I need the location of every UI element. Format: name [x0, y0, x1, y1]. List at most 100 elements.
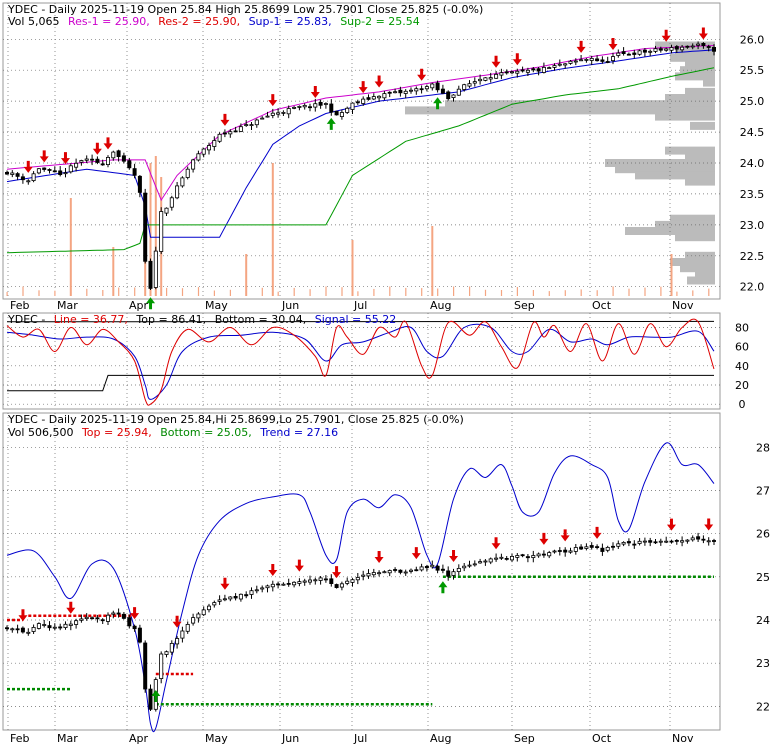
price-candle-body — [186, 169, 189, 177]
volume-bar — [112, 247, 114, 296]
volume-bar — [660, 287, 661, 296]
price-candle-body — [659, 49, 662, 51]
price-candle-body — [441, 89, 444, 93]
price-candle-body — [670, 48, 673, 51]
trend-candle-body — [5, 628, 8, 629]
trend-candle-body — [181, 631, 184, 638]
volume-bar — [644, 288, 645, 296]
trend-up-arrow — [438, 581, 447, 593]
trend-candle-body — [500, 557, 503, 558]
trend-candle-body — [633, 544, 636, 545]
trend-down-arrow — [173, 616, 182, 628]
trend-x-tick: Jul — [353, 732, 367, 745]
stochastic-panel-frame — [3, 313, 720, 409]
price-candle-body — [324, 104, 327, 105]
trend-candle-body — [712, 541, 715, 542]
volume-bar — [70, 198, 72, 296]
price-candle-body — [5, 172, 8, 174]
price-candle-body — [27, 181, 30, 182]
stoch-y-tick: 60 — [735, 341, 749, 354]
price-candle-body — [638, 51, 641, 55]
volume-bar — [437, 289, 438, 297]
price-x-tick: Aug — [430, 299, 451, 312]
trend-candle-body — [425, 566, 428, 567]
price-candle-body — [245, 125, 248, 126]
price-y-tick: 22.0 — [740, 281, 765, 294]
trend-candle-body — [627, 542, 630, 543]
price-candle-body — [202, 149, 205, 154]
trend-candle-body — [489, 559, 492, 562]
price-candle-body — [340, 113, 343, 117]
trend-x-tick: Mar — [57, 732, 78, 745]
trend-candle-body — [367, 574, 370, 576]
price-y-tick: 25.5 — [740, 64, 765, 77]
price-candle-body — [277, 113, 280, 114]
trend-candle-body — [37, 624, 40, 629]
price-candle-body — [21, 177, 24, 180]
volume-profile-bar — [687, 277, 715, 285]
trend-candle-body — [266, 586, 269, 588]
price-candle-body — [346, 108, 349, 112]
legend-res2: Res-2 = 25.90, — [158, 15, 240, 28]
volume-bar — [22, 287, 23, 297]
trend-candle-body — [64, 624, 67, 627]
trend-candle-body — [362, 575, 365, 576]
price-down-arrow — [662, 30, 671, 42]
price-candle-body — [585, 59, 588, 60]
sup1-line — [7, 50, 714, 237]
trend-candle-body — [138, 628, 141, 642]
trend-candle-body — [420, 567, 423, 570]
trend-candle-body — [388, 571, 391, 573]
trend-candle-body — [91, 618, 94, 619]
volume-bar — [431, 226, 433, 296]
trend-candle-body — [160, 654, 163, 679]
price-candle-body — [542, 67, 545, 72]
volume-bar — [352, 240, 354, 296]
trend-x-tick: May — [205, 732, 228, 745]
price-candle-body — [255, 120, 258, 125]
legend-trend: Trend = 27.16 — [259, 426, 338, 439]
volume-bar — [86, 289, 87, 296]
price-candle-body — [463, 85, 466, 90]
trend-candle-body — [495, 558, 498, 559]
legend-bottom-2: Bottom = 25.05, — [160, 426, 252, 439]
price-candle-body — [298, 106, 301, 107]
price-down-arrow — [359, 81, 368, 93]
trend-candle-body — [186, 624, 189, 631]
price-candle-body — [101, 164, 104, 165]
trend-candle-body — [223, 599, 226, 600]
volume-bar — [38, 290, 39, 296]
trend-candle-body — [436, 566, 439, 570]
price-candle-body — [712, 47, 715, 51]
trend-x-tick: Feb — [10, 732, 29, 745]
price-candle-body — [261, 118, 264, 119]
trend-candle-body — [611, 546, 614, 547]
trend-candle-body — [383, 572, 386, 573]
trend-candle-body — [293, 582, 296, 585]
trend-candle-body — [11, 629, 14, 630]
trend-candle-body — [261, 588, 264, 589]
trend-y-tick: 27 — [756, 485, 770, 498]
trend-down-arrow — [268, 564, 277, 576]
volume-bar — [549, 291, 550, 296]
trend-candle-body — [659, 541, 662, 542]
price-candle-body — [601, 60, 604, 62]
price-candle-body — [37, 169, 40, 173]
volume-bar — [373, 289, 374, 296]
volume-bar — [182, 288, 183, 296]
price-candle-body — [580, 60, 583, 61]
price-candle-body — [314, 104, 317, 107]
indicator-lines — [7, 46, 714, 732]
trend-candle-body — [399, 570, 402, 572]
trend-candle-body — [75, 621, 78, 625]
trend-candle-body — [675, 540, 678, 541]
volume-bar — [70, 288, 71, 296]
volume-bar — [214, 291, 215, 297]
price-candle-body — [622, 52, 625, 54]
stoch-main-line — [7, 319, 714, 405]
trend-down-arrow — [561, 529, 570, 541]
volume-bars — [7, 156, 710, 296]
trend-down-arrow — [667, 519, 676, 531]
trend-candle-body — [229, 597, 232, 599]
